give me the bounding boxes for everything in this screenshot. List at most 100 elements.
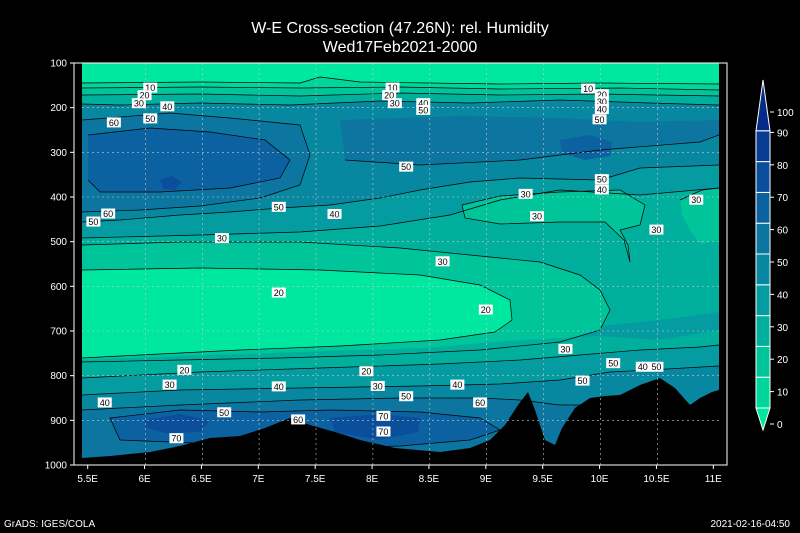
contour-label: 30: [530, 211, 544, 222]
svg-text:50: 50: [651, 362, 661, 372]
svg-text:10: 10: [583, 84, 593, 94]
colorbar-tick-label: 20: [777, 355, 789, 366]
svg-text:50: 50: [595, 115, 605, 125]
band-60-70-east: [340, 116, 719, 165]
contour-label: 30: [370, 380, 385, 391]
svg-text:20: 20: [274, 288, 284, 298]
colorbar-swatch: [755, 345, 771, 378]
colorbar-swatch: [755, 222, 771, 255]
contour-label: 20: [271, 287, 286, 298]
footer-left: GrADS: IGES/COLA: [4, 519, 96, 530]
contour-label: 50: [86, 216, 101, 227]
colorbar-swatch: [755, 130, 771, 163]
svg-text:60: 60: [475, 398, 485, 408]
contour-label: 10: [385, 82, 400, 93]
y-tick-label: 1000: [45, 461, 68, 472]
band-70-80-east: [560, 135, 612, 160]
svg-text:50: 50: [597, 175, 607, 185]
colorbar-swatch: [755, 79, 771, 132]
contour-label: 50: [575, 375, 590, 386]
contour-label: 30: [131, 98, 146, 109]
contour-label: 50: [416, 104, 431, 115]
footer-right: 2021-02-16-04:50: [710, 519, 790, 530]
x-axis: 5.5E 6E 6.5E 7E 7.5E 8E 8.5E 9E 9.5E 10E 10.5E 11E: [77, 465, 722, 485]
contour-label: 60: [291, 414, 306, 425]
contour-label: 30: [558, 343, 573, 354]
contour-label: 60: [101, 208, 116, 219]
contour-label: 40: [635, 361, 650, 372]
colorbar-tick-label: 100: [777, 108, 794, 119]
band-80-90-low: [145, 414, 210, 433]
y-tick-label: 900: [50, 416, 67, 427]
svg-text:30: 30: [691, 195, 701, 205]
svg-text:30: 30: [521, 189, 531, 199]
contour-label: 40: [594, 104, 609, 115]
band-20-30-east-pocket: [462, 190, 645, 262]
x-tick-label: 9E: [480, 474, 493, 485]
colorbar-tick-label: 50: [777, 258, 789, 269]
svg-text:40: 40: [597, 185, 607, 195]
svg-text:30: 30: [217, 234, 227, 244]
contour-label: 30: [162, 379, 177, 390]
svg-text:40: 40: [597, 105, 607, 115]
svg-text:40: 40: [638, 362, 648, 372]
svg-text:70: 70: [171, 434, 181, 444]
contour-label: 70: [169, 433, 184, 444]
svg-text:30: 30: [134, 99, 144, 109]
svg-text:50: 50: [145, 114, 155, 124]
grid: [82, 63, 719, 465]
svg-text:40: 40: [418, 99, 428, 109]
contour-label: 30: [594, 96, 609, 107]
colorbar-swatch: [755, 191, 771, 224]
svg-text:50: 50: [274, 202, 284, 212]
plot-frame: [73, 62, 728, 466]
contour-label: 60: [106, 117, 121, 128]
x-tick-label: 6.5E: [191, 474, 212, 485]
svg-text:30: 30: [165, 380, 175, 390]
svg-text:20: 20: [179, 365, 189, 375]
svg-text:10: 10: [388, 83, 398, 93]
svg-text:10: 10: [145, 83, 155, 93]
svg-text:30: 30: [651, 225, 661, 235]
contour-label: 20: [177, 364, 192, 375]
y-tick-label: 300: [50, 148, 67, 159]
svg-text:30: 30: [560, 344, 570, 354]
svg-text:40: 40: [452, 380, 462, 390]
band-0-20-core: [82, 268, 512, 358]
x-tick-label: 5.5E: [77, 474, 98, 485]
svg-text:60: 60: [109, 118, 119, 128]
colorbar-tick-label: 90: [777, 128, 789, 139]
svg-text:50: 50: [608, 359, 618, 369]
svg-text:50: 50: [88, 217, 98, 227]
svg-text:40: 40: [274, 382, 284, 392]
svg-text:20: 20: [140, 91, 150, 101]
svg-text:50: 50: [577, 376, 587, 386]
svg-text:30: 30: [532, 212, 542, 222]
band-0-10-top: [82, 63, 719, 84]
contour-label: 30: [689, 194, 704, 205]
band-80-90-spot: [160, 176, 182, 190]
contour-label: 10: [581, 83, 596, 94]
chart-title: W-E Cross-section (47.26N): rel. Humidit…: [251, 20, 549, 37]
chart-subtitle: Wed17Feb2021-2000: [323, 39, 478, 56]
x-tick-label: 8.5E: [419, 474, 440, 485]
band-70-80-west: [88, 128, 290, 192]
y-tick-label: 700: [50, 327, 67, 338]
y-axis: 100 200 300 400 500 600 700 800 900 1000: [45, 59, 74, 472]
svg-text:30: 30: [597, 97, 607, 107]
contour-label: 20: [359, 366, 374, 377]
contour-label: 40: [416, 98, 431, 109]
contour-label: 70: [376, 410, 391, 421]
colorbar-tick-label: 30: [777, 323, 789, 334]
svg-text:70: 70: [378, 427, 388, 437]
svg-text:30: 30: [390, 99, 400, 109]
x-tick-label: 10.5E: [643, 474, 669, 485]
x-tick-label: 9.5E: [532, 474, 553, 485]
colorbar-tick-label: 40: [777, 290, 789, 301]
svg-text:40: 40: [100, 398, 110, 408]
contour-label: 50: [271, 201, 286, 212]
svg-text:20: 20: [384, 91, 394, 101]
colorbar-swatch: [755, 253, 771, 286]
y-tick-label: 800: [50, 371, 67, 382]
